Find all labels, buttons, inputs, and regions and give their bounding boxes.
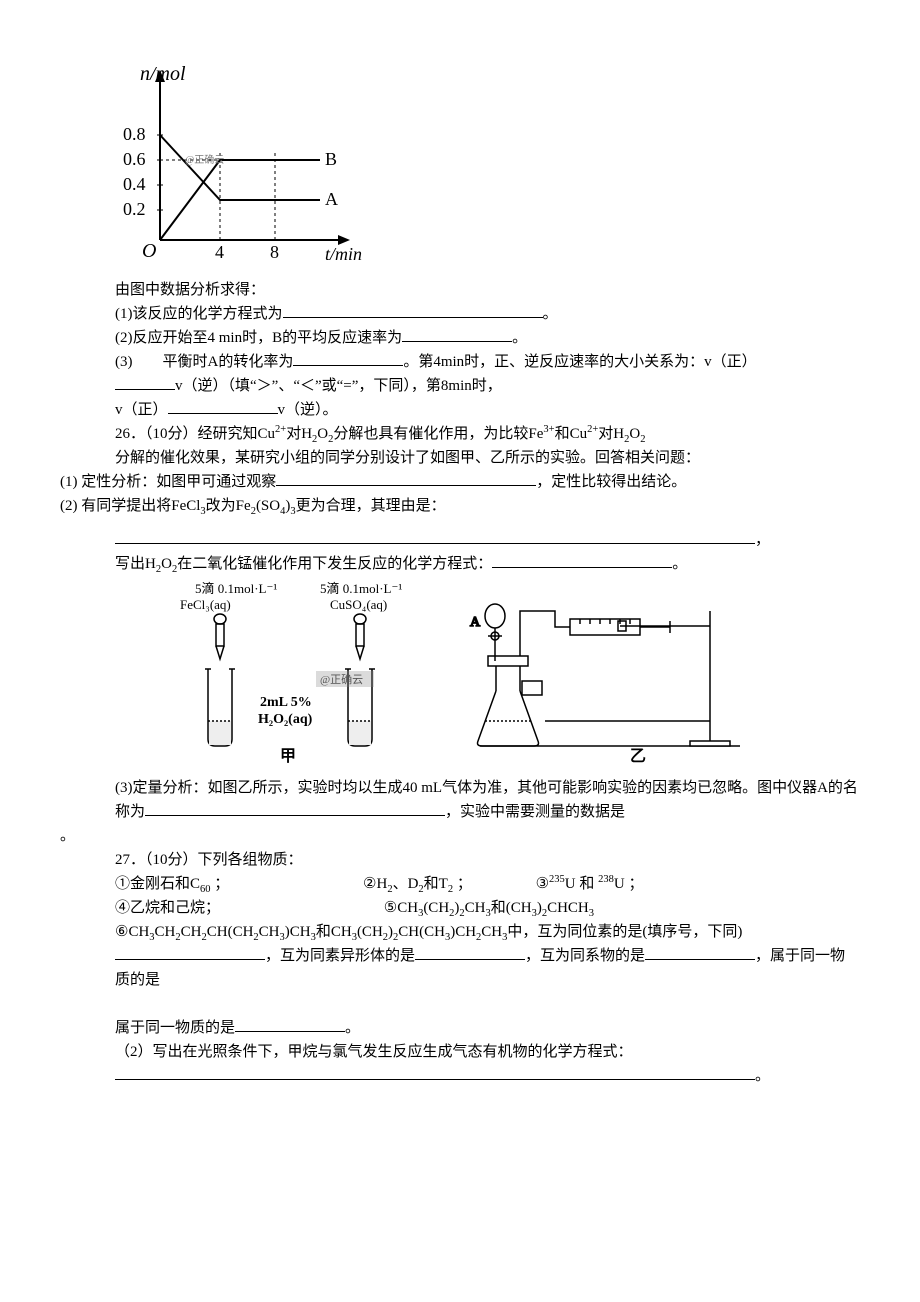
experiment-diagram: 5滴 0.1mol·L⁻¹ 5滴 0.1mol·L⁻¹ FeCl₃(aq) Cu… [160, 581, 860, 771]
svg-text:8: 8 [270, 242, 279, 262]
q27-cont [60, 992, 860, 1016]
svg-text:甲: 甲 [280, 747, 296, 765]
svg-text:0.2: 0.2 [123, 199, 146, 219]
blank-field [115, 543, 755, 544]
q26-p3: (3)定量分析：如图乙所示，实验时均以生成40 mL气体为准，其他可能影响实验的… [115, 776, 860, 824]
blank-field [293, 365, 403, 366]
q26-subquestions: (1) 定性分析：如图甲可通过观察，定性比较得出结论。 (2) 有同学提出将Fe… [60, 470, 860, 518]
blank-field [402, 341, 512, 342]
blank-field [145, 815, 445, 816]
q27-final: 。 [115, 1064, 860, 1088]
x-axis-label: t/min [325, 244, 362, 264]
blank-field [168, 413, 278, 414]
q27-cont2: 属于同一物质的是。 （2）写出在光照条件下，甲烷与氯气发生反应生成气态有机物的化… [115, 1016, 860, 1064]
q25-intro: 由图中数据分析求得： [115, 278, 860, 302]
svg-text:@正确云: @正确云 [320, 673, 363, 686]
q27-block: 27．（10分）下列各组物质： ①金刚石和C60 ； ②H2、D2和T2 ； ③… [115, 848, 860, 992]
svg-text:2mL 5%: 2mL 5% [260, 695, 312, 710]
q26-blanks: ， 写出H2O2在二氧化锰催化作用下发生反应的化学方程式：。 [115, 528, 860, 576]
blank-field [115, 959, 265, 960]
svg-text:4: 4 [215, 242, 224, 262]
y-axis-label: n/mol [140, 63, 186, 85]
svg-text:乙: 乙 [630, 748, 646, 765]
svg-text:0.4: 0.4 [123, 174, 146, 194]
svg-text:A: A [470, 615, 481, 630]
blank-field [235, 1031, 345, 1032]
blank-field [645, 959, 755, 960]
chart-n-vs-t: n/mol t/min O 0.2 0.4 0.6 0.8 4 8 A B @正… [115, 60, 860, 270]
svg-text:0.8: 0.8 [123, 124, 146, 144]
q25-block: 由图中数据分析求得： (1)该反应的化学方程式为。 (2)反应开始至4 min时… [115, 278, 860, 422]
chart-watermark: @正确云 [185, 153, 224, 166]
svg-text:O: O [142, 240, 156, 262]
blank-field [115, 389, 175, 390]
svg-text:FeCl₃(aq): FeCl₃(aq) [180, 597, 231, 612]
q26-p3-end: 。 [60, 824, 860, 848]
svg-text:5滴 0.1mol·L⁻¹: 5滴 0.1mol·L⁻¹ [195, 581, 277, 596]
blank-field [415, 959, 525, 960]
svg-text:0.6: 0.6 [123, 149, 146, 169]
q26-block: 26．（10分）经研究知Cu2+对H2O2分解也具有催化作用，为比较Fe3+和C… [115, 422, 860, 470]
series-A-label: A [325, 189, 338, 209]
svg-text:5滴 0.1mol·L⁻¹: 5滴 0.1mol·L⁻¹ [320, 581, 402, 596]
series-B-label: B [325, 149, 337, 169]
svg-text:CuSO₄(aq): CuSO₄(aq) [330, 597, 387, 612]
blank-field [276, 485, 536, 486]
blank-field [283, 317, 543, 318]
svg-text:H₂O₂(aq): H₂O₂(aq) [258, 712, 313, 727]
blank-field [115, 1079, 755, 1080]
blank-field [492, 567, 672, 568]
